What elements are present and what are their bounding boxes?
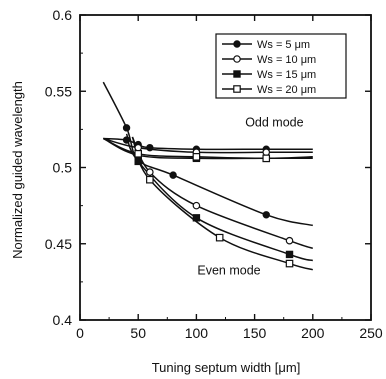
legend-items: Ws = 5 μm Ws = 10 μm Ws = 15 μm Ws = 20 μm: [222, 39, 316, 96]
y-tick-label: 0.4: [53, 312, 73, 328]
data-point-1-odd: [146, 143, 154, 152]
y-axis-title: Normalized guided wavelength: [10, 81, 25, 259]
series-markers: [122, 124, 294, 268]
x-tick-label: 200: [301, 325, 325, 341]
data-point-4-even: [215, 233, 224, 242]
data-point-2-even: [285, 236, 294, 245]
series-line-2-even: [131, 136, 314, 250]
x-axis-ticks: 0 50 100 150 200 250: [76, 15, 383, 341]
x-tick-label: 250: [359, 325, 383, 341]
x-tick-label: 150: [243, 325, 267, 341]
plot-area: 0 50 100 150 200 250 0.4 0.45 0.5 0.55 0.6: [45, 7, 383, 341]
y-tick-label: 0.55: [45, 83, 72, 99]
x-tick-label: 0: [76, 325, 84, 341]
legend-marker: [233, 85, 241, 93]
data-point-1-even: [122, 124, 131, 132]
legend-label: Ws = 5 μm: [257, 39, 310, 51]
legend-label: Ws = 15 μm: [257, 69, 316, 81]
data-point-1-even: [262, 211, 270, 219]
data-point-1-even: [169, 171, 177, 179]
data-point-4-odd: [192, 153, 201, 161]
data-point-2-even: [192, 201, 201, 210]
data-point-2-even: [146, 168, 154, 176]
data-point-2-odd: [262, 148, 271, 157]
data-point-4-odd: [134, 149, 143, 158]
data-point-3-even: [285, 250, 294, 259]
x-tick-label: 50: [130, 325, 146, 341]
data-point-4-odd: [262, 154, 271, 163]
x-tick-label: 100: [185, 325, 209, 341]
series-curves: [102, 81, 314, 271]
data-point-2-odd: [134, 143, 143, 152]
legend-marker: [233, 70, 241, 78]
y-axis-ticks: 0.4 0.45 0.5 0.55 0.6: [45, 7, 371, 328]
data-point-4-even: [285, 259, 294, 268]
data-point-1-odd: [122, 136, 131, 144]
legend: Ws = 5 μm Ws = 10 μm Ws = 15 μm Ws = 20 μm: [215, 33, 347, 99]
legend-marker: [233, 40, 241, 48]
data-point-4-even: [146, 175, 154, 184]
y-tick-label: 0.6: [53, 7, 73, 23]
data-point-3-even: [134, 157, 142, 166]
annotation-even-mode: Even mode: [197, 263, 260, 277]
legend-label: Ws = 20 μm: [257, 84, 316, 96]
y-tick-label: 0.5: [53, 160, 73, 176]
y-tick-label: 0.45: [45, 236, 72, 252]
legend-label: Ws = 10 μm: [257, 54, 316, 66]
data-point-3-even: [192, 214, 201, 222]
x-axis-title: Tuning septum width [μm]: [152, 360, 301, 375]
legend-marker: [233, 55, 241, 63]
annotation-odd-mode: Odd mode: [245, 115, 303, 129]
